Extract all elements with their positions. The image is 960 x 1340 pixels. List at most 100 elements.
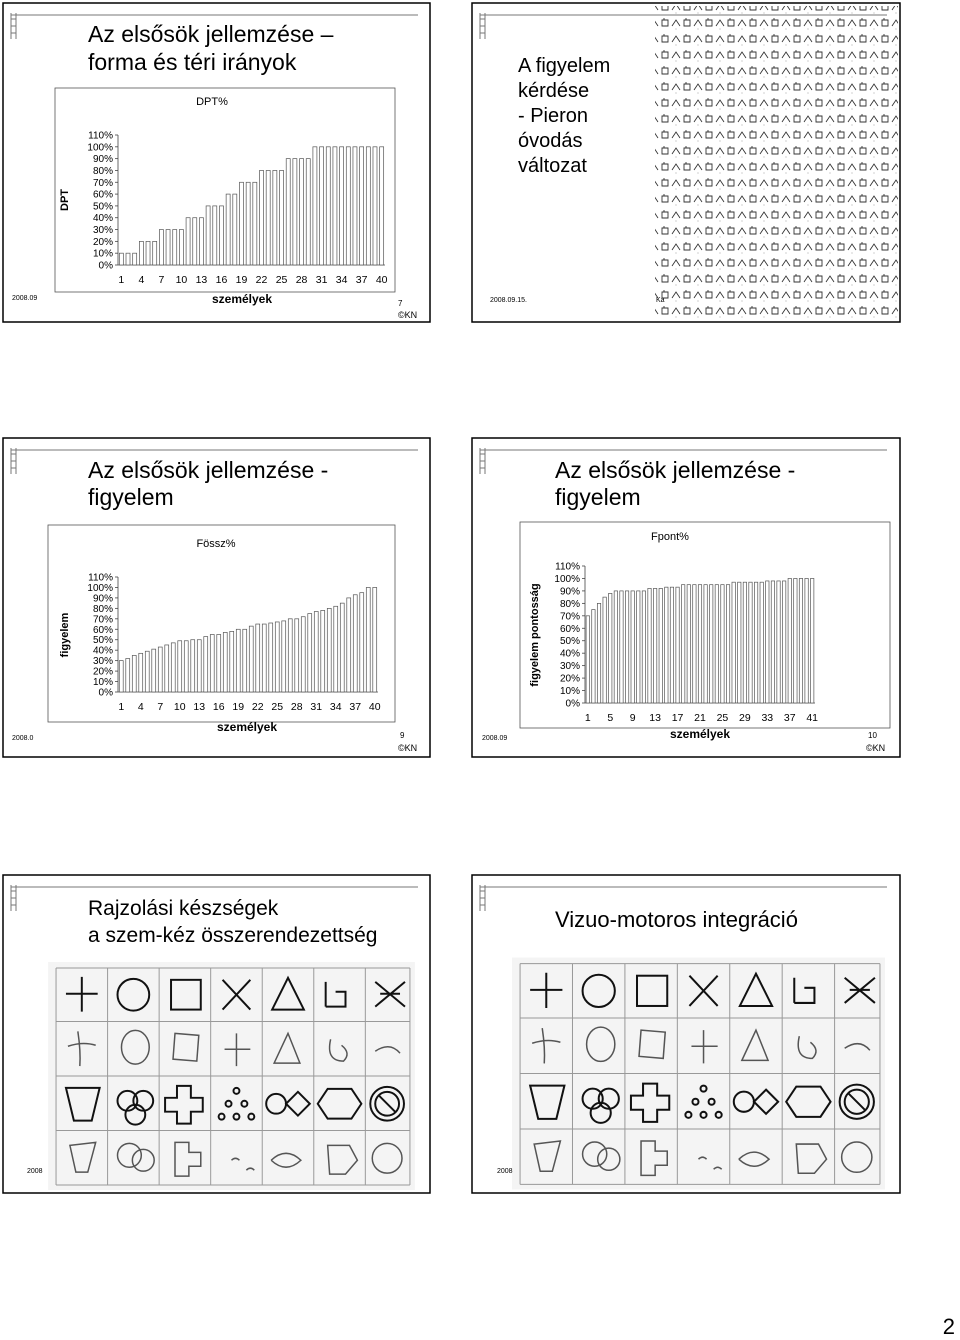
y-tick-label: 60% (93, 190, 113, 201)
slide: Rajzolási készségek a szem-kéz összerende… (2, 874, 431, 1194)
bar (602, 596, 607, 704)
bar (737, 581, 742, 704)
slide-date: 2008.0 (12, 735, 34, 742)
bar (596, 603, 602, 704)
bar (585, 615, 590, 704)
y-tick-label: 20% (93, 667, 113, 678)
bar (307, 613, 313, 693)
slide-number: 7 (398, 299, 403, 308)
bar (205, 205, 211, 266)
slide-date: 2008.09 (482, 735, 507, 742)
x-tick-label: 16 (216, 274, 228, 286)
bar (619, 590, 624, 704)
slide-date: 2008 (497, 1168, 513, 1175)
bar (759, 581, 764, 704)
bar (192, 217, 198, 266)
bar (265, 170, 271, 266)
bar (793, 578, 798, 704)
bar (339, 146, 344, 266)
bar (372, 587, 378, 693)
bar (159, 229, 164, 266)
bar (287, 618, 293, 693)
bar (326, 608, 332, 693)
bar (636, 590, 641, 704)
bar (325, 146, 331, 266)
bar (219, 205, 224, 266)
bar (139, 241, 144, 266)
bar (242, 628, 248, 693)
bar (132, 252, 138, 266)
bar (144, 650, 150, 693)
bar (274, 621, 280, 693)
y-axis-label: figyelem pontosság (529, 583, 541, 686)
y-tick-label: 110% (88, 131, 113, 142)
slide-date: 2008.09.15. (490, 297, 527, 304)
y-tick-label: 90% (93, 593, 113, 604)
y-tick-label: 70% (93, 178, 113, 189)
x-tick-label: 10 (176, 274, 188, 286)
x-tick-label: 4 (138, 274, 144, 286)
x-tick-label: 22 (256, 274, 268, 286)
slide-title: Vizuo-motoros integráció (555, 907, 798, 932)
slide: Az elsősök jellemzése -figyelem Fpont% fig… (471, 437, 901, 758)
bar (245, 181, 251, 266)
bar (787, 578, 792, 704)
slide-title: a szem-kéz összerendezettség (88, 924, 377, 947)
bar (239, 181, 244, 266)
x-tick-label: 34 (330, 701, 342, 713)
bar (157, 646, 163, 693)
slide-title: A figyelem (518, 55, 610, 77)
x-tick-label: 40 (369, 701, 381, 713)
x-tick-label: 13 (193, 701, 205, 713)
bar (179, 229, 184, 266)
bar (669, 586, 674, 704)
bar (810, 578, 815, 704)
bar (170, 642, 176, 693)
bar (312, 146, 318, 266)
x-axis-label: személyek (670, 727, 730, 741)
y-tick-label: 30% (560, 661, 580, 672)
y-tick-label: 70% (93, 614, 113, 625)
slide-title: Rajzolási készségek (88, 897, 279, 920)
bar (359, 146, 364, 266)
slide-date: 2008 (27, 1168, 43, 1175)
bar (209, 634, 215, 693)
bar (720, 584, 725, 704)
bar (125, 252, 131, 266)
x-tick-label: 5 (607, 712, 613, 724)
bar (118, 252, 124, 266)
slide-title: óvodás (518, 130, 583, 152)
y-tick-label: 80% (93, 604, 113, 615)
x-tick-label: 37 (784, 712, 796, 724)
x-tick-label: 31 (316, 274, 328, 286)
y-tick-label: 0% (99, 261, 114, 272)
bar (272, 170, 278, 266)
bar (782, 580, 787, 704)
y-axis-label: DPT (59, 189, 71, 211)
bar (641, 590, 646, 704)
x-tick-label: 1 (118, 274, 124, 286)
slide-title: figyelem (88, 484, 174, 510)
bar (365, 146, 371, 266)
drawing-test-image (512, 957, 885, 1190)
bar (259, 170, 264, 266)
slide-icon (10, 13, 418, 39)
x-tick-label: 28 (291, 701, 303, 713)
bar (675, 586, 680, 704)
x-tick-label: 19 (236, 274, 248, 286)
bar (352, 146, 358, 266)
bar (248, 625, 254, 693)
x-tick-label: 28 (296, 274, 308, 286)
bar (203, 636, 209, 693)
y-tick-label: 90% (560, 586, 580, 597)
bar (190, 639, 196, 693)
y-tick-label: 100% (87, 583, 113, 594)
y-tick-label: 70% (560, 611, 580, 622)
bar (365, 587, 371, 693)
slide-title: Az elsősök jellemzése - (555, 457, 795, 483)
bar (177, 640, 183, 693)
slide-number: 9 (400, 731, 405, 740)
y-tick-label: 50% (93, 635, 113, 646)
slide-icon (10, 448, 418, 474)
